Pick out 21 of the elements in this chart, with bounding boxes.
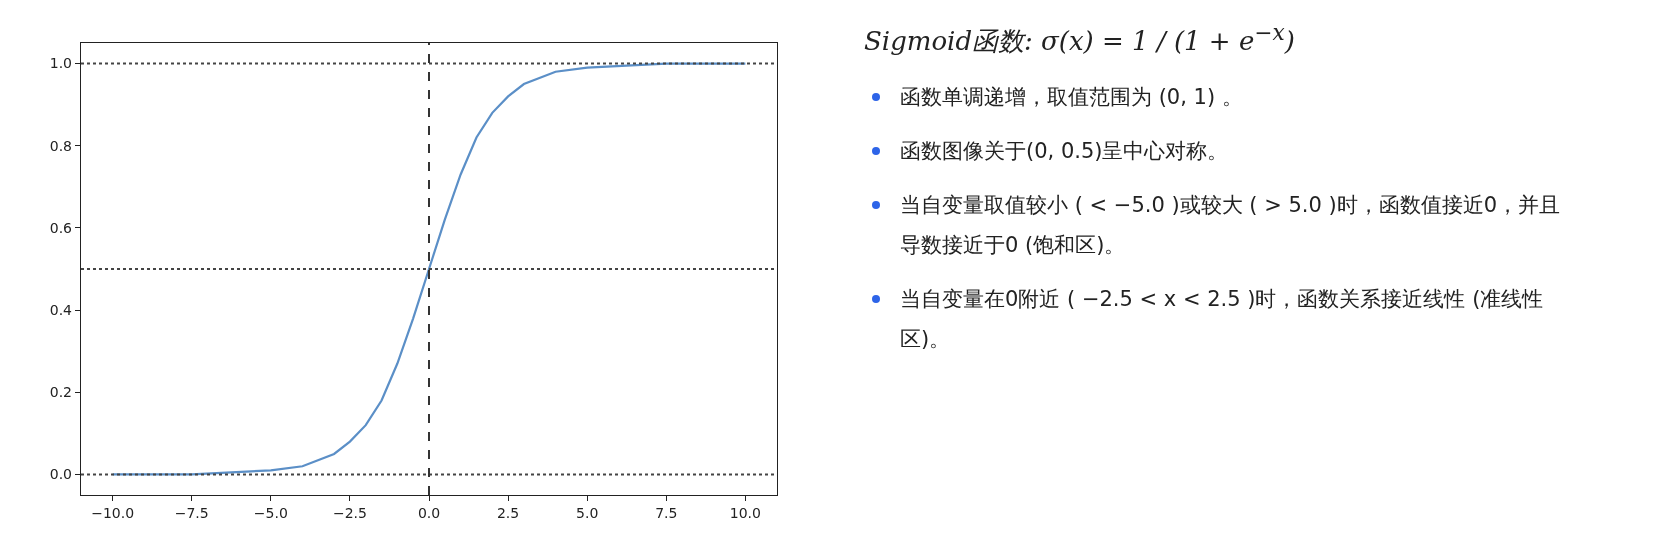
x-tick-label: 0.0 — [417, 505, 441, 521]
x-tick-label: −10.0 — [91, 505, 135, 521]
y-tick-label: 0.4 — [49, 301, 73, 318]
y-tick-label: 0.0 — [49, 466, 72, 483]
x-tick-label: 2.5 — [496, 505, 520, 521]
x-tick-label: −2.5 — [332, 505, 367, 521]
x-tick-label: 10.0 — [729, 505, 761, 521]
x-tick-label: −7.5 — [174, 505, 209, 521]
x-tick-label: 5.0 — [576, 505, 599, 521]
text: Sigmoid函数: σ(x) = 1 / (1 + e$^{−x}$) — [864, 20, 1296, 58]
x-tick-label: −5.0 — [253, 505, 288, 521]
text: 函数图像关于(0, 0.5)呈中心对称。 — [900, 138, 1229, 163]
line-series — [111, 62, 747, 476]
text: 函数单调递增，取值范围为 (0, 1) 。 — [900, 84, 1243, 109]
y-tick-label: 1.0 — [49, 55, 72, 72]
y-tick-label: 0.8 — [49, 137, 72, 154]
y-tick-label: 0.6 — [49, 219, 73, 236]
text: 当自变量取值较小 ( < −5.0 )或较大 ( > 5.0 )时，函数值接近0，并且导数接近于0 (饱和区)。 — [900, 192, 1561, 257]
x-tick-label: 7.5 — [655, 505, 678, 521]
text: 当自变量在0附近 ( −2.5 < x < 2.5 )时，函数关系接近线性 (准线性区)。 — [900, 286, 1544, 351]
y-tick-label: 0.2 — [49, 384, 72, 401]
